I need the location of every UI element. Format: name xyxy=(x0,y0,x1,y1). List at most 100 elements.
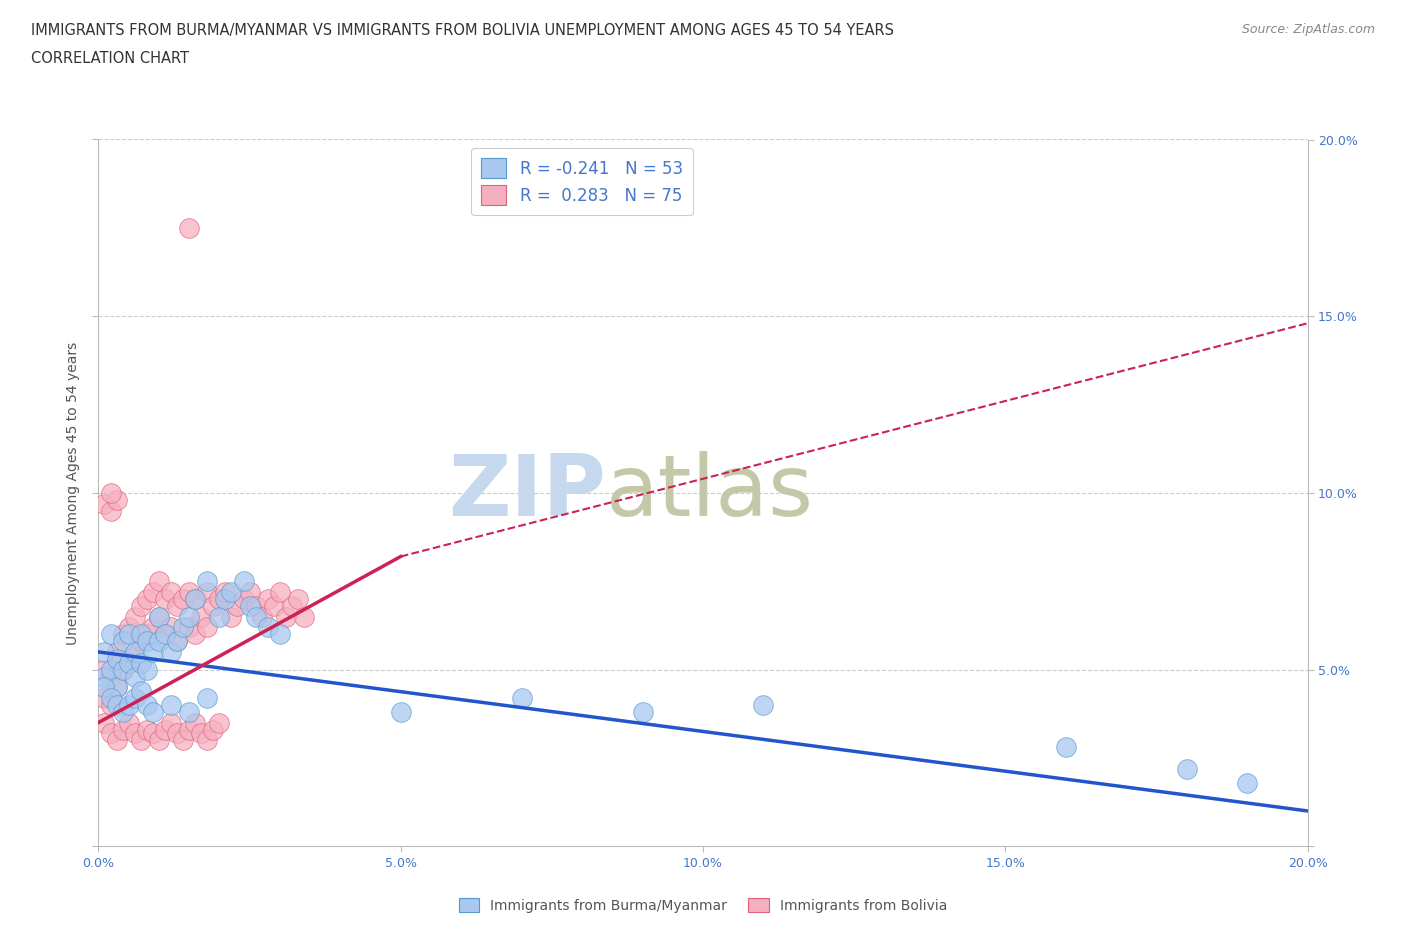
Point xyxy=(135,723,157,737)
Point xyxy=(100,725,122,740)
Point xyxy=(124,690,146,705)
Text: atlas: atlas xyxy=(606,451,814,535)
Point xyxy=(142,619,165,634)
Point xyxy=(118,655,141,670)
Point xyxy=(105,733,128,748)
Point xyxy=(389,705,412,720)
Point xyxy=(202,599,225,614)
Point xyxy=(142,644,165,659)
Point xyxy=(118,627,141,642)
Point xyxy=(226,599,249,614)
Point xyxy=(135,627,157,642)
Point xyxy=(93,715,115,730)
Text: CORRELATION CHART: CORRELATION CHART xyxy=(31,51,188,66)
Point xyxy=(100,670,122,684)
Point xyxy=(93,496,115,511)
Point xyxy=(190,609,212,624)
Point xyxy=(245,599,267,614)
Point xyxy=(195,733,218,748)
Point xyxy=(510,690,533,705)
Point xyxy=(166,599,188,614)
Point xyxy=(214,584,236,599)
Point xyxy=(250,609,273,624)
Point xyxy=(208,715,231,730)
Point xyxy=(1054,740,1077,755)
Point xyxy=(124,725,146,740)
Point xyxy=(124,609,146,624)
Point xyxy=(274,609,297,624)
Point xyxy=(160,644,183,659)
Point xyxy=(111,705,134,720)
Point xyxy=(239,599,262,614)
Point xyxy=(166,634,188,649)
Point xyxy=(105,644,128,659)
Point xyxy=(105,680,128,695)
Point xyxy=(148,634,170,649)
Point xyxy=(292,609,315,624)
Point xyxy=(148,574,170,589)
Point xyxy=(148,609,170,624)
Point xyxy=(190,725,212,740)
Point xyxy=(118,698,141,712)
Text: Source: ZipAtlas.com: Source: ZipAtlas.com xyxy=(1241,23,1375,36)
Point xyxy=(129,627,152,642)
Point xyxy=(179,584,201,599)
Point xyxy=(269,584,291,599)
Point xyxy=(111,662,134,677)
Point xyxy=(93,662,115,677)
Point xyxy=(208,609,231,624)
Point xyxy=(160,715,183,730)
Point xyxy=(129,733,152,748)
Point xyxy=(179,609,201,624)
Point xyxy=(752,698,775,712)
Point xyxy=(166,634,188,649)
Point xyxy=(135,662,157,677)
Point xyxy=(184,591,207,606)
Point xyxy=(93,680,115,695)
Point xyxy=(195,619,218,634)
Point xyxy=(111,634,134,649)
Point xyxy=(111,627,134,642)
Point xyxy=(93,670,115,684)
Point xyxy=(118,655,141,670)
Point xyxy=(105,493,128,508)
Point xyxy=(195,574,218,589)
Point xyxy=(1236,776,1258,790)
Point xyxy=(129,599,152,614)
Y-axis label: Unemployment Among Ages 45 to 54 years: Unemployment Among Ages 45 to 54 years xyxy=(66,341,80,644)
Point xyxy=(631,705,654,720)
Point xyxy=(153,723,176,737)
Point xyxy=(135,591,157,606)
Point xyxy=(184,591,207,606)
Point xyxy=(142,705,165,720)
Point xyxy=(118,715,141,730)
Point xyxy=(100,662,122,677)
Point xyxy=(153,591,176,606)
Point xyxy=(118,619,141,634)
Point xyxy=(172,591,194,606)
Text: ZIP: ZIP xyxy=(449,451,606,535)
Point xyxy=(221,609,243,624)
Point xyxy=(160,698,183,712)
Point xyxy=(239,584,262,599)
Point xyxy=(100,485,122,500)
Point xyxy=(135,698,157,712)
Point xyxy=(93,690,115,705)
Point xyxy=(214,591,236,606)
Point xyxy=(287,591,309,606)
Point xyxy=(221,584,243,599)
Point xyxy=(179,619,201,634)
Point xyxy=(135,634,157,649)
Point xyxy=(208,591,231,606)
Point xyxy=(179,723,201,737)
Point xyxy=(195,690,218,705)
Point xyxy=(111,723,134,737)
Point xyxy=(153,627,176,642)
Point xyxy=(1175,761,1198,776)
Point xyxy=(105,698,128,712)
Point xyxy=(166,725,188,740)
Point xyxy=(124,644,146,659)
Point xyxy=(184,715,207,730)
Point xyxy=(232,591,254,606)
Point xyxy=(160,584,183,599)
